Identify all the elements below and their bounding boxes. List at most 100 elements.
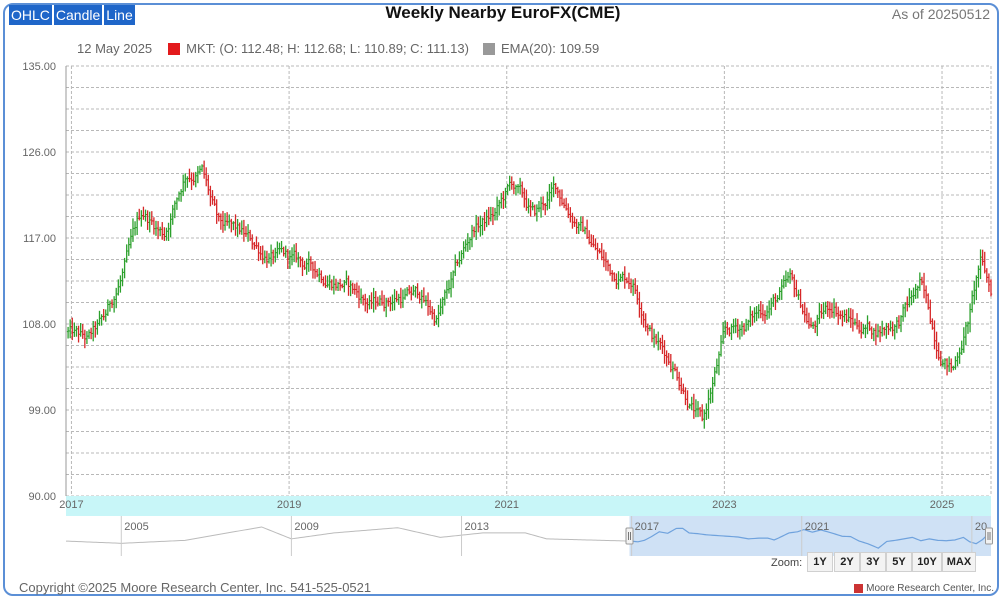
zoom-5y-button[interactable]: 5Y: [886, 552, 912, 572]
mkt-legend-text[interactable]: MKT: (O: 112.48; H: 112.68; L: 110.89; C…: [186, 41, 469, 56]
ohlc-bar: [456, 259, 459, 267]
navigator[interactable]: 2005 2009 2013 2017 2021 20: [65, 516, 993, 556]
ohlc-bar: [564, 197, 568, 211]
candle-button[interactable]: Candle: [53, 5, 103, 25]
ohlc-bar: [384, 297, 388, 318]
ohlc-bar: [175, 197, 179, 210]
ohlc-bar: [688, 403, 691, 409]
ohlc-bar: [221, 210, 225, 233]
ohlc-bar: [590, 234, 593, 248]
ohlc-bar: [602, 249, 606, 268]
ohlc-bar: [673, 363, 677, 372]
ohlc-bar: [318, 267, 321, 283]
ohlc-bar: [424, 295, 428, 306]
ohlc-bar: [872, 327, 876, 342]
ohlc-bar: [156, 221, 160, 240]
zoom-3y-button[interactable]: 3Y: [860, 552, 886, 572]
ohlc-bar: [347, 275, 350, 296]
ohlc-bar: [790, 270, 794, 281]
ohlc-bar: [531, 202, 534, 211]
ohlc-bar: [880, 320, 884, 337]
ohlc-bar: [186, 176, 189, 188]
ohlc-bar: [341, 283, 344, 289]
ohlc-bar: [977, 265, 980, 288]
ohlc-bar: [119, 275, 122, 293]
ohlc-bar: [550, 182, 553, 202]
ohlc-bar: [680, 377, 683, 394]
ohlc-bar: [642, 311, 645, 328]
ohlc-bar: [560, 189, 564, 206]
ohlc-bar: [470, 224, 474, 248]
ohlc-bar: [613, 272, 616, 282]
ohlc-bar: [73, 322, 76, 337]
ohlc-bar: [414, 286, 417, 298]
ohlc-bar: [650, 322, 654, 343]
ohlc-bar: [583, 226, 587, 235]
ohlc-bar: [698, 407, 702, 417]
ohlc-bar: [912, 287, 915, 303]
ohlc-bar: [230, 218, 233, 233]
y-tick-label: 99.00: [28, 405, 56, 417]
ohlc-bar: [903, 302, 907, 318]
ohlc-bar: [462, 241, 465, 259]
ohlc-bar: [585, 219, 589, 239]
ohlc-bar: [987, 273, 991, 292]
ohlc-bar: [968, 303, 972, 333]
ohlc-bar: [177, 191, 181, 202]
ohlc-bar: [864, 324, 867, 339]
ohlc-bar: [246, 224, 250, 242]
ohlc-button[interactable]: OHLC: [9, 5, 52, 25]
ohlc-bar: [435, 315, 438, 325]
ohlc-bar: [401, 289, 405, 308]
zoom-10y-button[interactable]: 10Y: [912, 552, 942, 572]
ohlc-bar: [778, 287, 781, 301]
ema-legend-text[interactable]: EMA(20): 109.59: [500, 41, 600, 56]
ohlc-bar: [636, 285, 639, 305]
ohlc-bar: [158, 226, 162, 237]
ohlc-bar: [973, 280, 976, 305]
ohlc-bar: [85, 331, 89, 344]
ohlc-bar: [747, 319, 750, 331]
x-tick-label: 2023: [712, 499, 736, 511]
ohlc-bar: [192, 172, 195, 186]
zoom-2y-button[interactable]: 2Y: [834, 552, 860, 572]
ohlc-bar: [705, 403, 708, 421]
date-axis-band: [66, 496, 991, 516]
ohlc-bar: [908, 288, 911, 308]
ohlc-bar: [851, 309, 855, 332]
ohlc-bar: [144, 209, 147, 222]
ohlc-bar: [315, 268, 319, 278]
ohlc-bar: [104, 309, 107, 322]
ohlc-bar: [345, 270, 348, 286]
ohlc-bar: [611, 270, 614, 282]
ohlc-bar: [202, 160, 206, 179]
ohlc-bar: [477, 216, 480, 233]
ohlc-bar: [89, 327, 93, 340]
ohlc-bar: [914, 283, 917, 299]
ohlc-bar: [646, 323, 649, 336]
ohlc-bar: [127, 237, 130, 256]
zoom-label: Zoom:: [771, 557, 803, 569]
ohlc-bar: [765, 305, 769, 320]
ohlc-bar: [694, 399, 698, 418]
ohlc-bar: [797, 289, 800, 300]
ohlc-bar: [81, 324, 84, 339]
ohlc-bar: [412, 284, 415, 296]
ohlc-bar: [667, 352, 670, 365]
ohlc-bar: [947, 356, 951, 372]
line-button[interactable]: Line: [104, 5, 135, 25]
ohlc-bar: [173, 200, 177, 219]
ohlc-bar: [659, 337, 662, 350]
ohlc-bar: [433, 309, 436, 326]
ohlc-bar: [489, 206, 493, 222]
ohlc-bar: [696, 401, 700, 418]
ohlc-bar: [885, 322, 888, 339]
ohlc-bar: [498, 199, 501, 216]
zoom-1y-button[interactable]: 1Y: [807, 552, 833, 572]
ohlc-bar: [849, 308, 852, 328]
ohlc-bar: [606, 260, 610, 272]
zoom-max-button[interactable]: MAX: [942, 552, 976, 572]
ohlc-bar: [248, 229, 252, 241]
ohlc-bar: [692, 393, 696, 419]
ohlc-bar: [828, 301, 832, 319]
